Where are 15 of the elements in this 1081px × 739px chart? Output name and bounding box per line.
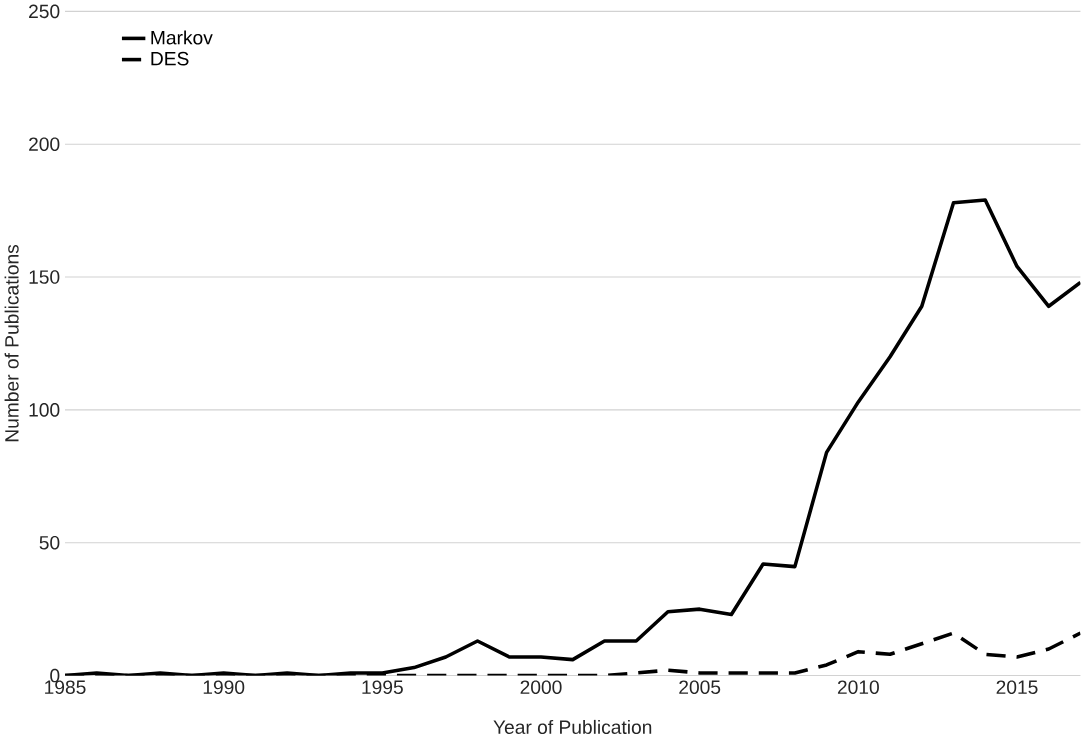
y-tick-label: 150	[29, 270, 60, 285]
legend-label: Markov	[151, 30, 213, 45]
y-axis-title: Number of Publications	[4, 245, 19, 442]
x-tick-label: 2010	[837, 680, 879, 695]
legend-label: DES	[151, 52, 189, 66]
x-axis-title: Year of Publication	[493, 720, 652, 735]
x-tick-label: 1990	[203, 680, 245, 695]
x-tick-label: 2005	[679, 680, 721, 695]
y-tick-label: 50	[39, 536, 60, 550]
x-tick-label: 2015	[996, 680, 1038, 695]
y-tick-label: 250	[29, 4, 60, 19]
y-tick-label: 100	[29, 403, 60, 417]
x-tick-label: 1995	[362, 680, 403, 695]
y-tick-label: 200	[29, 137, 60, 152]
x-tick-label: 2000	[520, 680, 562, 695]
